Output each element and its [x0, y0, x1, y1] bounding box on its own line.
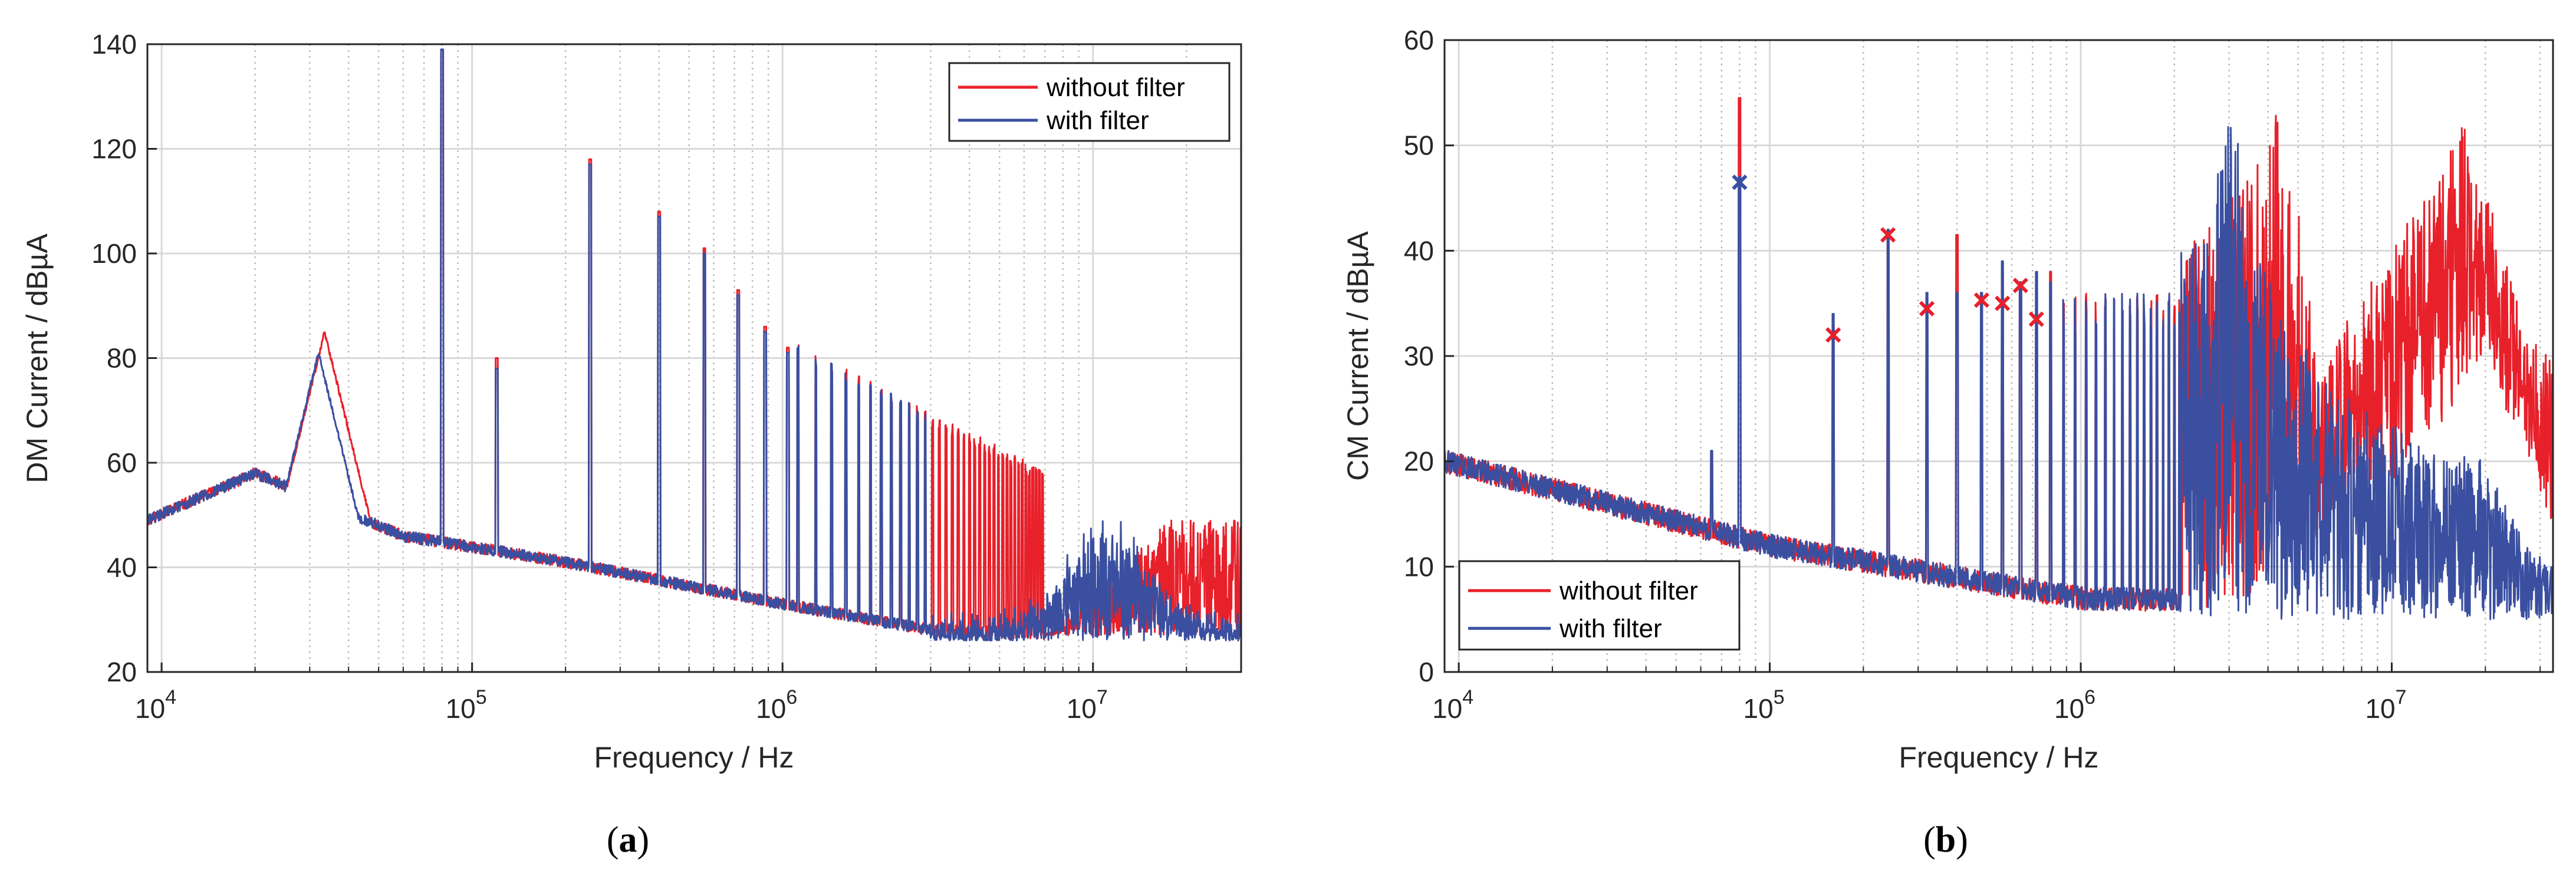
x-tick-label: 107 — [2365, 686, 2406, 724]
panel-a-dm-current-chart: 20 40 60 80 100 120 140 104 105 106 107 Frequency … — [21, 29, 1242, 860]
harmonic-marker — [1973, 292, 1990, 308]
y-tick-label: 20 — [1404, 446, 1434, 477]
y-tick-label: 50 — [1404, 130, 1434, 161]
harmonic-marker — [2028, 311, 2044, 327]
y-tick-label: 0 — [1419, 657, 1434, 687]
harmonic-marker — [1825, 327, 1841, 343]
harmonic-marker — [1995, 295, 2011, 311]
y-tick-label: 140 — [91, 29, 137, 60]
harmonic-marker — [1919, 301, 1935, 317]
y-tick-label: 120 — [91, 134, 137, 164]
legend-label-without-filter: without filter — [1559, 576, 1698, 605]
panel-a-data — [146, 48, 1242, 642]
panel-a-legend: without filter with filter — [948, 62, 1231, 142]
legend-label-without-filter: without filter — [1046, 73, 1185, 102]
panel-b-caption: (b) — [1923, 820, 1968, 860]
series-with-filter-line — [1443, 126, 2554, 620]
y-tick-label: 40 — [1404, 235, 1434, 266]
panel-a-y-axis-label: DM Current / dBµA — [21, 233, 54, 483]
y-tick-label: 10 — [1404, 551, 1434, 582]
y-tick-label: 20 — [107, 657, 137, 687]
x-tick-label: 105 — [446, 686, 487, 724]
legend-box — [1458, 560, 1741, 651]
y-tick-label: 40 — [107, 552, 137, 583]
x-tick-label: 104 — [135, 686, 176, 724]
panel-a-x-axis-label: Frequency / Hz — [594, 741, 794, 774]
harmonic-marker — [1732, 174, 1748, 190]
harmonic-marker — [1880, 227, 1896, 243]
panel-a-caption-letter: a — [619, 820, 637, 860]
x-tick-label: 106 — [2054, 686, 2095, 724]
panel-b-ticks: 0 10 20 30 40 50 60 104 105 106 107 — [1404, 25, 2541, 724]
harmonic-marker — [2012, 278, 2028, 294]
legend-label-with-filter: with filter — [1046, 106, 1149, 135]
panel-b-y-axis-label: CM Current / dBµA — [1341, 231, 1374, 481]
y-tick-label: 100 — [91, 238, 137, 269]
y-tick-label: 80 — [107, 343, 137, 374]
x-tick-label: 104 — [1432, 686, 1473, 724]
legend-box — [948, 62, 1231, 142]
x-tick-label: 105 — [1743, 686, 1785, 724]
panel-b-caption-letter: b — [1936, 820, 1956, 860]
x-tick-label: 106 — [756, 686, 797, 724]
panel-a-caption: (a) — [607, 820, 649, 860]
panel-b-cm-current-chart: 0 10 20 30 40 50 60 104 105 106 107 Frequency / Hz… — [1341, 25, 2554, 860]
panel-b-legend: without filter with filter — [1458, 560, 1741, 651]
y-tick-label: 30 — [1404, 341, 1434, 371]
panel-b-x-axis-label: Frequency / Hz — [1899, 741, 2098, 774]
y-tick-label: 60 — [1404, 25, 1434, 55]
y-tick-label: 60 — [107, 447, 137, 478]
panel-a-ticks: 20 40 60 80 100 120 140 104 105 106 107 — [91, 29, 1242, 724]
x-tick-label: 107 — [1067, 686, 1108, 724]
legend-label-with-filter: with filter — [1559, 614, 1662, 643]
panel-b-data — [1443, 97, 2554, 620]
panel-a-grid — [146, 44, 1242, 672]
series-with-filter-line — [146, 48, 1242, 642]
